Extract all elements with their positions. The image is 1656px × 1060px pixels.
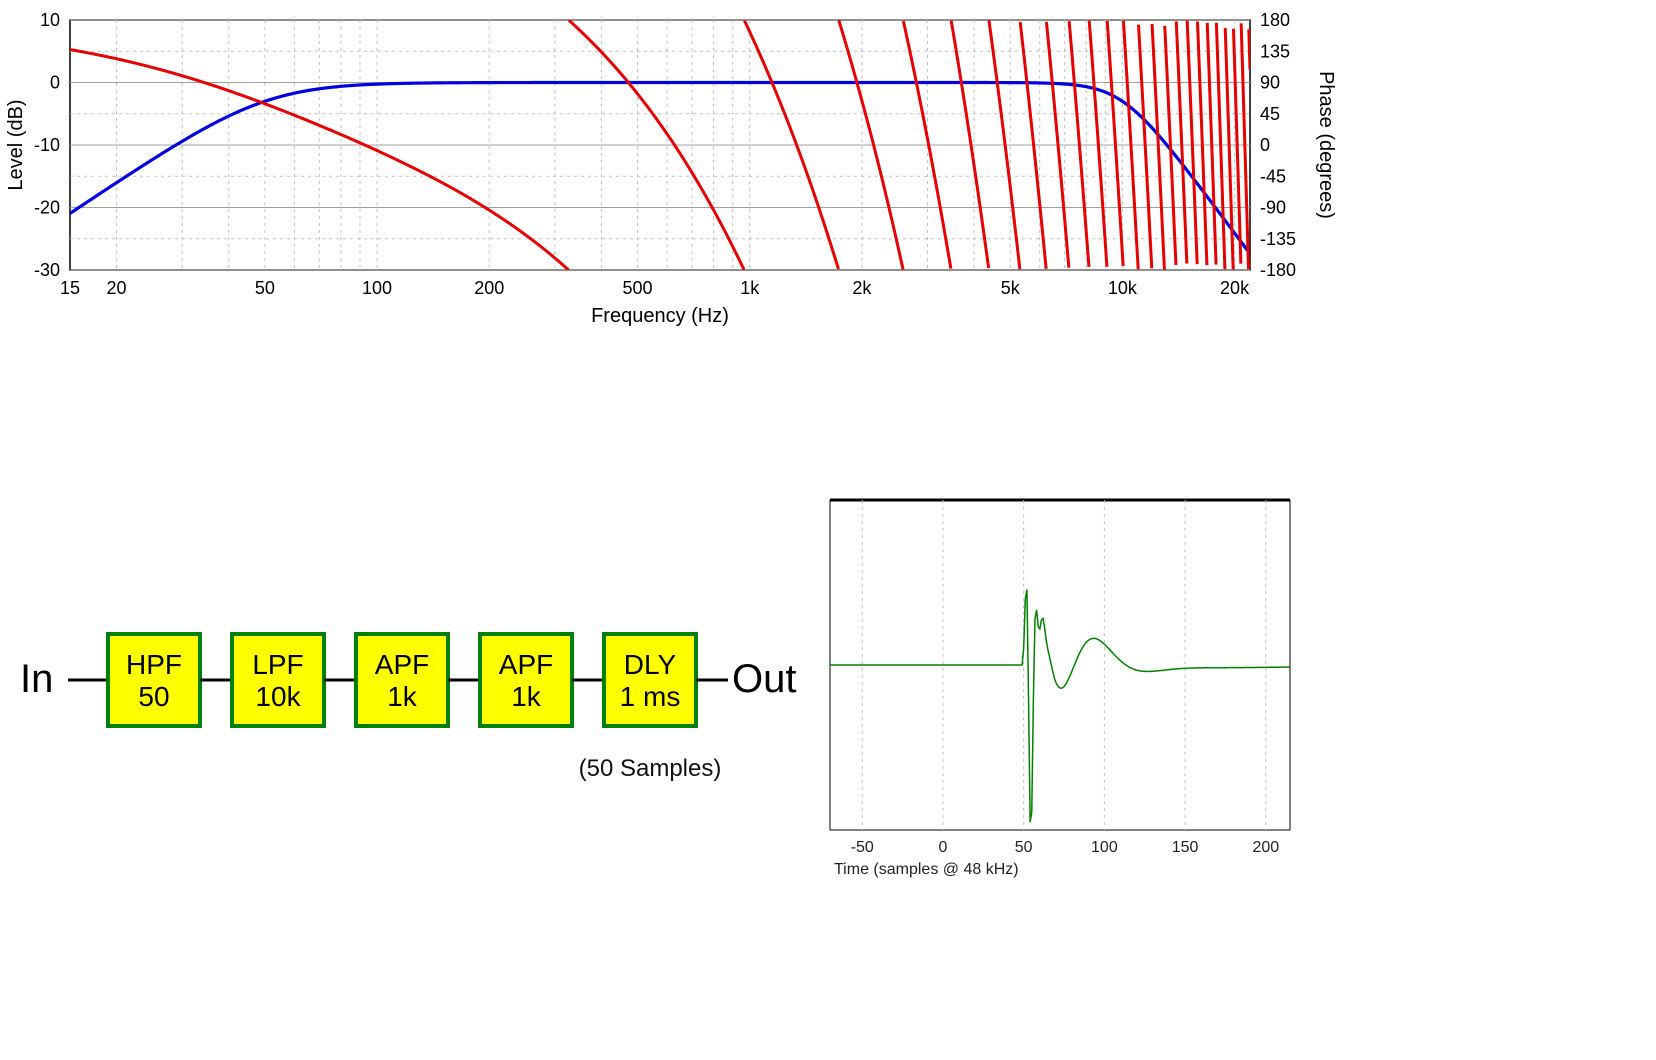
- svg-text:135: 135: [1260, 41, 1290, 61]
- svg-text:10k: 10k: [1108, 278, 1138, 298]
- svg-text:Phase (degrees): Phase (degrees): [1315, 71, 1337, 219]
- svg-text:50: 50: [1015, 839, 1033, 856]
- svg-text:180: 180: [1260, 10, 1290, 30]
- frequency-response-chart: 100-10-20-301520501002005001k2k5k10k20kF…: [0, 0, 1656, 380]
- svg-text:-10: -10: [34, 135, 60, 155]
- svg-text:15: 15: [60, 278, 80, 298]
- svg-text:45: 45: [1260, 104, 1280, 124]
- svg-text:500: 500: [623, 278, 653, 298]
- filter-block-value: 1 ms: [620, 681, 681, 712]
- delay-samples-note: (50 Samples): [579, 755, 722, 782]
- svg-text:-30: -30: [34, 260, 60, 280]
- filter-block: [232, 634, 324, 726]
- filter-block: [108, 634, 200, 726]
- impulse-x-axis-label: Time (samples @ 48 kHz): [834, 861, 1019, 878]
- filter-block: [356, 634, 448, 726]
- chain-in-label: In: [20, 657, 53, 701]
- filter-block-value: 1k: [511, 681, 542, 712]
- svg-text:-135: -135: [1260, 229, 1296, 249]
- filter-block-type: APF: [375, 649, 429, 680]
- filter-block: [604, 634, 696, 726]
- svg-text:-20: -20: [34, 198, 60, 218]
- svg-text:100: 100: [362, 278, 392, 298]
- filter-block-value: 10k: [255, 681, 301, 712]
- svg-text:0: 0: [50, 73, 60, 93]
- svg-text:0: 0: [1260, 135, 1270, 155]
- filter-block-type: HPF: [126, 649, 182, 680]
- svg-text:50: 50: [255, 278, 275, 298]
- filter-block-type: LPF: [252, 649, 303, 680]
- svg-text:5k: 5k: [1001, 278, 1021, 298]
- svg-text:Frequency (Hz): Frequency (Hz): [591, 305, 729, 327]
- filter-block-type: DLY: [624, 649, 677, 680]
- filter-block-type: APF: [499, 649, 553, 680]
- impulse-trace: [830, 590, 1290, 823]
- svg-text:100: 100: [1091, 839, 1118, 856]
- magnitude-trace: [70, 83, 1250, 254]
- svg-text:-50: -50: [851, 839, 874, 856]
- filter-block-value: 50: [138, 681, 169, 712]
- svg-text:20k: 20k: [1220, 278, 1250, 298]
- svg-text:Level (dB): Level (dB): [5, 99, 27, 190]
- svg-text:1k: 1k: [740, 278, 760, 298]
- svg-text:-90: -90: [1260, 198, 1286, 218]
- svg-text:200: 200: [474, 278, 504, 298]
- svg-text:0: 0: [939, 839, 948, 856]
- svg-text:10: 10: [40, 10, 60, 30]
- svg-text:2k: 2k: [852, 278, 872, 298]
- svg-text:90: 90: [1260, 73, 1280, 93]
- chain-out-label: Out: [732, 657, 796, 701]
- filter-block: [480, 634, 572, 726]
- svg-text:-180: -180: [1260, 260, 1296, 280]
- svg-text:200: 200: [1252, 839, 1279, 856]
- filter-block-value: 1k: [387, 681, 418, 712]
- svg-text:20: 20: [107, 278, 127, 298]
- svg-text:-45: -45: [1260, 166, 1286, 186]
- svg-text:150: 150: [1172, 839, 1199, 856]
- impulse-response-chart: -50 0 50 100 150 200 Time (samples @ 48 kHz): [810, 490, 1330, 930]
- signal-chain-diagram: InHPF50LPF10kAPF1kAPF1kDLY1 msOut(50 Sam…: [0, 530, 820, 870]
